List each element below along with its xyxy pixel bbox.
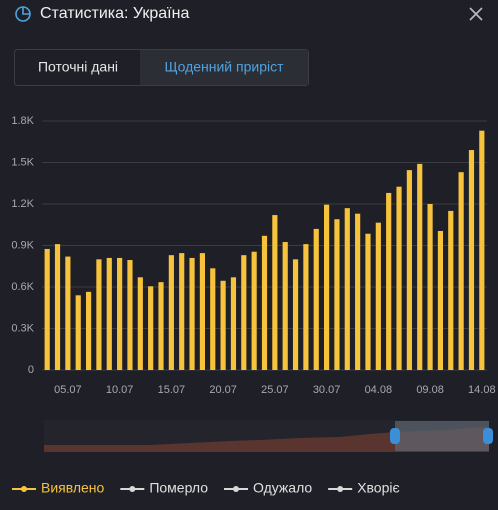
- legend-dot: [129, 486, 136, 492]
- legend-item[interactable]: Одужало: [224, 480, 312, 496]
- tab[interactable]: Поточні дані: [38, 59, 118, 75]
- legend-label: Хворіє: [357, 480, 399, 496]
- bar: [396, 186, 402, 370]
- navigator: [44, 420, 493, 452]
- bar: [241, 255, 247, 370]
- bar: [334, 219, 340, 370]
- bar: [117, 257, 123, 370]
- legend-label: Одужало: [253, 480, 312, 496]
- y-tick-label: 0.3K: [11, 322, 34, 334]
- header-icon: [15, 6, 31, 22]
- bar: [468, 150, 475, 370]
- bar: [292, 259, 299, 370]
- bar: [417, 163, 423, 370]
- bar: [448, 210, 454, 370]
- bar: [179, 253, 185, 370]
- bar: [65, 256, 71, 370]
- bar: [375, 222, 381, 370]
- x-tick-label: 25.07: [261, 384, 289, 396]
- legend-dot: [21, 486, 27, 492]
- close-button[interactable]: [469, 7, 483, 21]
- bar: [282, 242, 288, 370]
- bar: [168, 255, 174, 370]
- bar: [427, 204, 433, 370]
- bar: [313, 228, 319, 370]
- bar: [365, 233, 371, 370]
- y-tick-label: 1.8K: [11, 115, 34, 127]
- bar: [303, 244, 309, 370]
- bar: [127, 260, 133, 370]
- tab-active-bg: [140, 50, 308, 85]
- bar: [106, 257, 112, 370]
- bar: [406, 170, 412, 370]
- bar: [137, 277, 143, 370]
- bar: [148, 286, 154, 370]
- legend-item[interactable]: Виявлено: [12, 480, 105, 496]
- bar: [324, 204, 330, 370]
- x-tick-label: 04.08: [365, 384, 393, 396]
- bar: [75, 295, 81, 370]
- x-tick-label: 20.07: [209, 384, 237, 396]
- bar: [230, 277, 237, 370]
- legend-label: Померло: [149, 480, 208, 496]
- y-tick-label: 0.9K: [11, 239, 34, 251]
- bar: [158, 282, 164, 370]
- bar: [272, 215, 278, 370]
- x-tick-label: 15.07: [158, 384, 186, 396]
- bar: [220, 280, 226, 370]
- legend-label: Виявлено: [41, 480, 105, 496]
- bar: [85, 291, 92, 370]
- y-tick-label: 1.2K: [11, 198, 34, 210]
- tab[interactable]: Щоденний приріст: [164, 59, 284, 75]
- legend-dot: [233, 486, 240, 492]
- y-tick-label: 0: [28, 364, 34, 376]
- bar: [189, 257, 195, 370]
- bar: [261, 235, 268, 370]
- bar: [386, 192, 392, 370]
- bar: [210, 268, 216, 370]
- bar: [344, 208, 350, 370]
- bar: [458, 172, 464, 370]
- x-tick-label: 30.07: [313, 384, 341, 396]
- legend-dot: [337, 486, 344, 492]
- bar: [355, 213, 361, 370]
- bar: [479, 130, 485, 370]
- title: Статистика: Україна: [40, 5, 189, 22]
- x-tick-label: 10.07: [106, 384, 134, 396]
- bar: [96, 259, 102, 370]
- y-tick-label: 1.5K: [11, 156, 34, 168]
- x-tick-label: 09.08: [416, 384, 444, 396]
- bar: [54, 244, 61, 370]
- legend-item[interactable]: Померло: [120, 480, 208, 496]
- y-tick-label: 0.6K: [11, 281, 34, 293]
- bar: [251, 251, 257, 370]
- legend-item[interactable]: Хворіє: [328, 480, 400, 496]
- x-tick-label: 05.07: [54, 384, 82, 396]
- bar: [199, 253, 205, 370]
- bar: [44, 248, 50, 370]
- x-tick-label: 14.08: [468, 384, 496, 396]
- bar: [437, 230, 444, 370]
